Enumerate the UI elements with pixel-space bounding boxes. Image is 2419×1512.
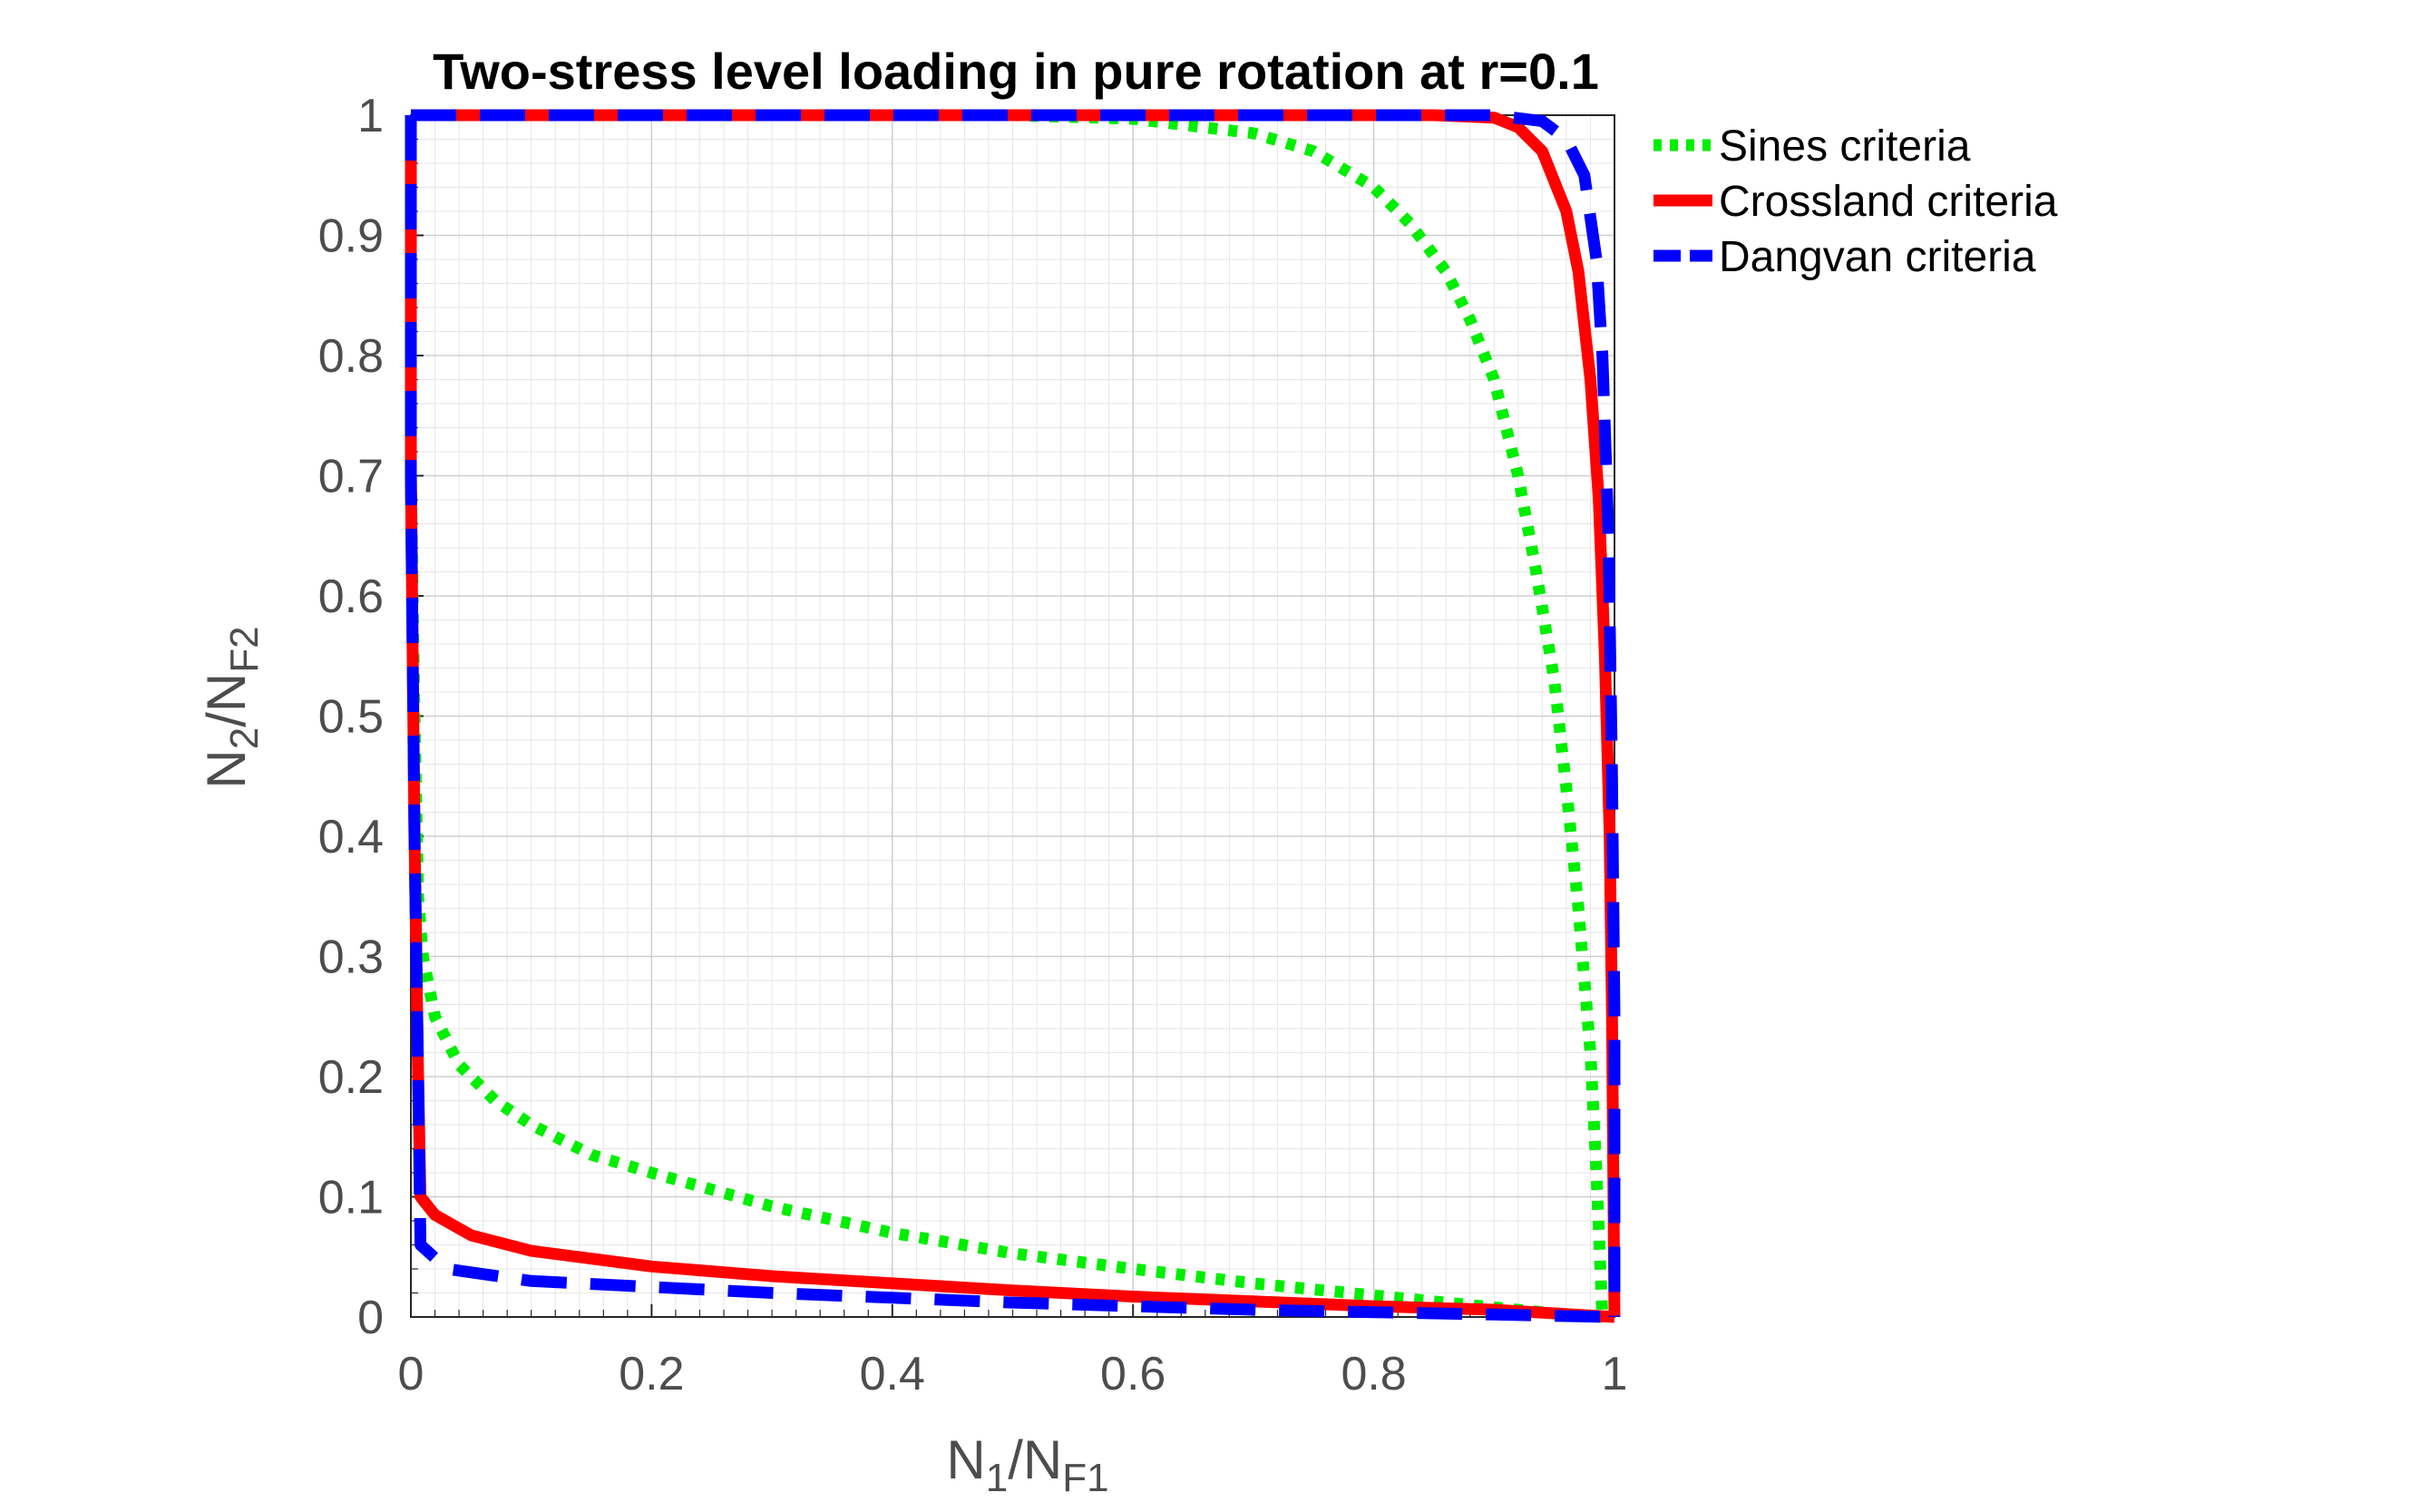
y-tick-label: 1 bbox=[357, 90, 384, 142]
x-axis-ticks: 0 0.2 0.4 0.6 0.8 1 bbox=[398, 1304, 1628, 1400]
x-tick-label: 0.8 bbox=[1341, 1348, 1406, 1400]
y-label-sep: /N bbox=[196, 673, 257, 727]
legend-label: Dangvan criteria bbox=[1719, 233, 2036, 281]
series-layer bbox=[405, 109, 1621, 1323]
legend-item-crossland-criteria: Crossland criteria bbox=[1653, 178, 2058, 226]
x-axis-label: N1/NF1 bbox=[946, 1429, 1108, 1500]
legend-label: Sines criteria bbox=[1719, 122, 1971, 171]
y-tick-label: 0.9 bbox=[318, 210, 384, 263]
x-label-sep: /N bbox=[1008, 1429, 1062, 1490]
x-tick-label: 0.4 bbox=[860, 1348, 925, 1400]
y-tick-label: 0.1 bbox=[318, 1172, 384, 1224]
y-tick-label: 0.4 bbox=[318, 811, 384, 863]
x-tick-label: 0.6 bbox=[1100, 1348, 1166, 1400]
x-label-sub2: F1 bbox=[1062, 1456, 1108, 1500]
series-dangvan-criteria bbox=[405, 109, 1621, 1323]
x-label-sub1: 1 bbox=[986, 1456, 1008, 1500]
chart-title: Two-stress level loading in pure rotatio… bbox=[433, 43, 1599, 100]
y-tick-label: 0.8 bbox=[318, 330, 384, 383]
legend-item-dangvan-criteria: Dangvan criteria bbox=[1653, 233, 2036, 281]
series-sines-criteria bbox=[405, 109, 1609, 1323]
y-label-main: N bbox=[196, 749, 257, 788]
y-label-sub1: 2 bbox=[222, 727, 267, 749]
x-tick-label: 0 bbox=[398, 1348, 424, 1400]
y-tick-label: 0.6 bbox=[318, 571, 384, 623]
y-tick-label: 0 bbox=[357, 1292, 384, 1344]
y-axis-label: N2/NF2 bbox=[196, 626, 267, 788]
legend-label: Crossland criteria bbox=[1719, 178, 2058, 226]
series-line-upper bbox=[411, 109, 1621, 1317]
y-tick-label: 0.7 bbox=[318, 451, 384, 503]
y-tick-label: 0.5 bbox=[318, 691, 384, 744]
y-label-sub2: F2 bbox=[222, 626, 267, 672]
legend: Sines criteria Crossland criteria Dangvan … bbox=[1653, 122, 2058, 281]
x-tick-label: 1 bbox=[1602, 1348, 1628, 1400]
x-tick-label: 0.2 bbox=[619, 1348, 684, 1400]
series-line-upper bbox=[411, 109, 1609, 1318]
y-tick-label: 0.2 bbox=[318, 1051, 384, 1104]
y-tick-label: 0.3 bbox=[318, 932, 384, 984]
legend-item-sines-criteria: Sines criteria bbox=[1653, 122, 1971, 171]
x-label-main: N bbox=[946, 1429, 985, 1490]
series-line-lower bbox=[405, 115, 1615, 1323]
